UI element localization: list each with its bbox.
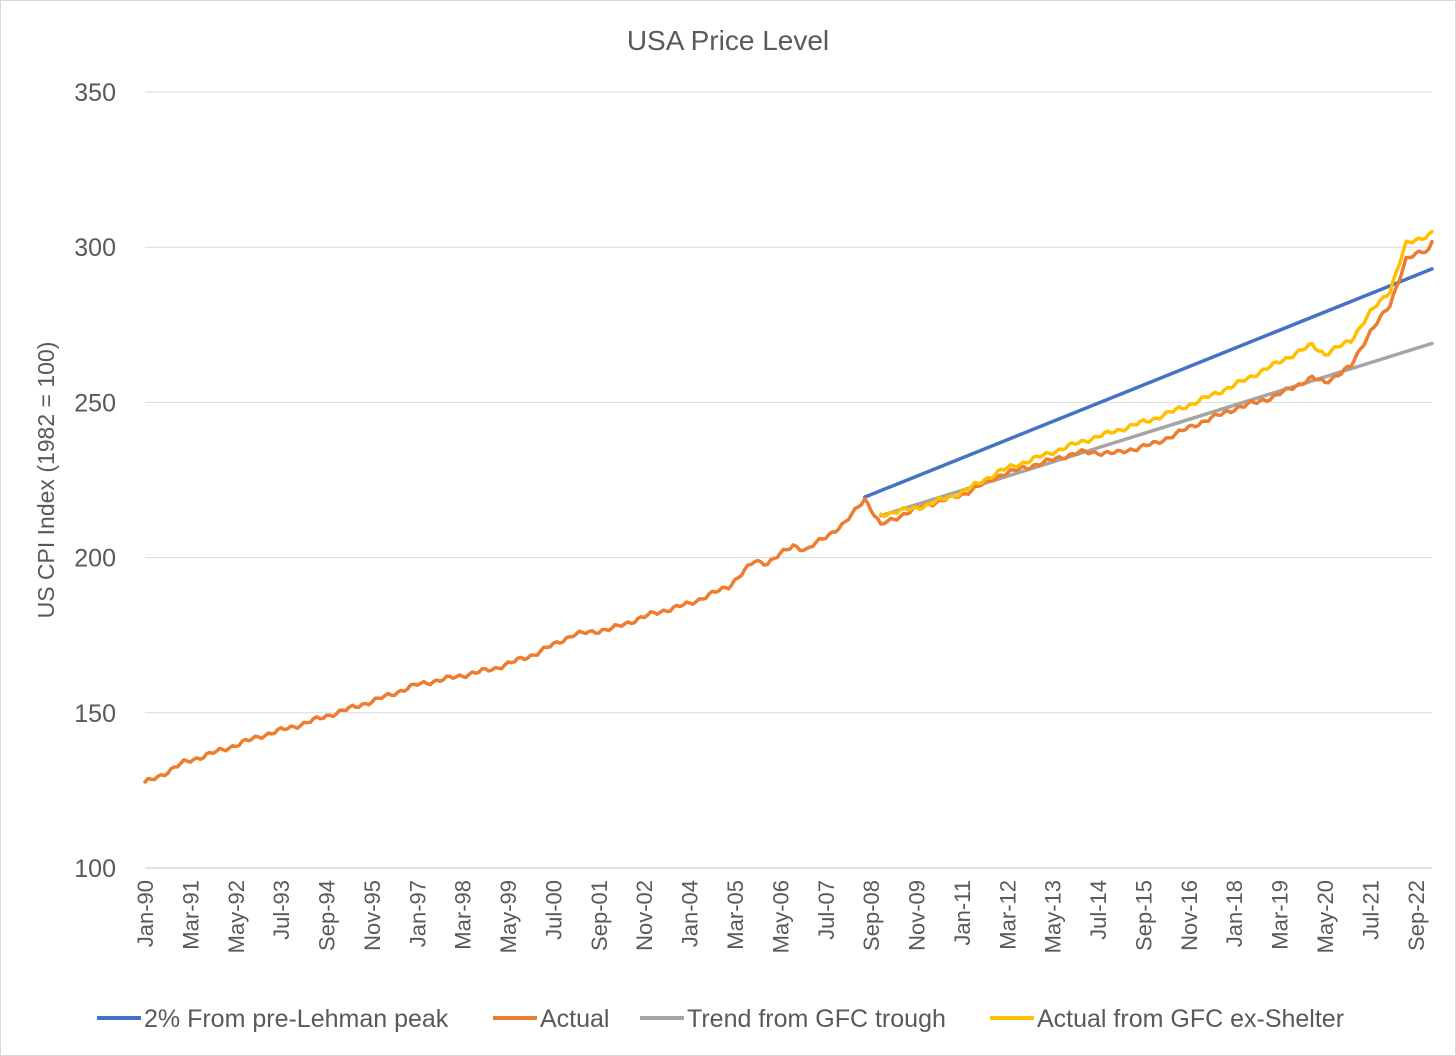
x-tick-Jul-00: Jul-00 <box>541 880 566 940</box>
x-tick-Nov-16: Nov-16 <box>1177 880 1202 951</box>
x-tick-May-99: May-99 <box>496 880 521 953</box>
x-tick-Jul-07: Jul-07 <box>814 880 839 940</box>
x-tick-Sep-08: Sep-08 <box>859 880 884 951</box>
legend-label-ex-shelter: Actual from GFC ex-Shelter <box>1037 1005 1344 1033</box>
x-tick-Sep-01: Sep-01 <box>587 880 612 951</box>
x-tick-Nov-02: Nov-02 <box>632 880 657 951</box>
series-line-actual <box>143 239 1434 784</box>
y-tick-200: 200 <box>74 545 116 573</box>
x-tick-Jan-97: Jan-97 <box>405 880 430 947</box>
x-tick-labels: Jan-90 Mar-91 May-92 Jul-93 Sep-94 Nov-95 Jan-… <box>133 880 1429 953</box>
x-tick-Jul-14: Jul-14 <box>1086 880 1111 940</box>
x-tick-Mar-98: Mar-98 <box>451 880 476 950</box>
x-tick-Sep-15: Sep-15 <box>1131 880 1156 951</box>
legend-label-gfc-trend: Trend from GFC trough <box>687 1005 946 1033</box>
x-tick-Jan-18: Jan-18 <box>1222 880 1247 947</box>
x-tick-May-06: May-06 <box>768 880 793 953</box>
series-line-actual-from-gfc-ex-shelter <box>879 229 1434 519</box>
grid-lines <box>145 91 1432 714</box>
x-tick-Jul-21: Jul-21 <box>1358 880 1383 940</box>
x-tick-Jul-93: Jul-93 <box>269 880 294 940</box>
x-tick-Mar-05: Mar-05 <box>723 880 748 950</box>
x-tick-Mar-19: Mar-19 <box>1268 880 1293 950</box>
y-tick-300: 300 <box>74 234 116 262</box>
x-tick-Jan-04: Jan-04 <box>678 880 703 947</box>
series-lines <box>143 229 1434 784</box>
y-axis-label: US CPI Index (1982 = 100) <box>33 342 59 619</box>
x-tick-Mar-12: Mar-12 <box>995 880 1020 950</box>
legend-label-actual: Actual <box>540 1005 609 1033</box>
x-tick-Sep-22: Sep-22 <box>1404 880 1429 951</box>
legend: 2% From pre-Lehman peak Actual Trend fro… <box>97 1005 1344 1033</box>
x-tick-May-92: May-92 <box>224 880 249 953</box>
y-tick-labels: 100 150 200 250 300 350 <box>74 79 116 883</box>
x-tick-Sep-94: Sep-94 <box>315 880 340 951</box>
chart-title: USA Price Level <box>627 25 829 56</box>
series-line-2-from-pre-lehman-peak <box>862 267 1434 499</box>
x-tick-Jan-90: Jan-90 <box>133 880 158 947</box>
x-tick-Jan-11: Jan-11 <box>950 880 975 946</box>
y-tick-350: 350 <box>74 79 116 107</box>
y-tick-100: 100 <box>74 855 116 883</box>
x-tick-May-20: May-20 <box>1313 880 1338 953</box>
legend-label-pre-lehman: 2% From pre-Lehman peak <box>144 1005 449 1033</box>
y-tick-150: 150 <box>74 700 116 728</box>
x-tick-Nov-09: Nov-09 <box>905 880 930 951</box>
x-tick-Mar-91: Mar-91 <box>178 880 203 950</box>
x-tick-Nov-95: Nov-95 <box>360 880 385 951</box>
y-tick-250: 250 <box>74 389 116 417</box>
x-tick-May-13: May-13 <box>1041 880 1066 953</box>
